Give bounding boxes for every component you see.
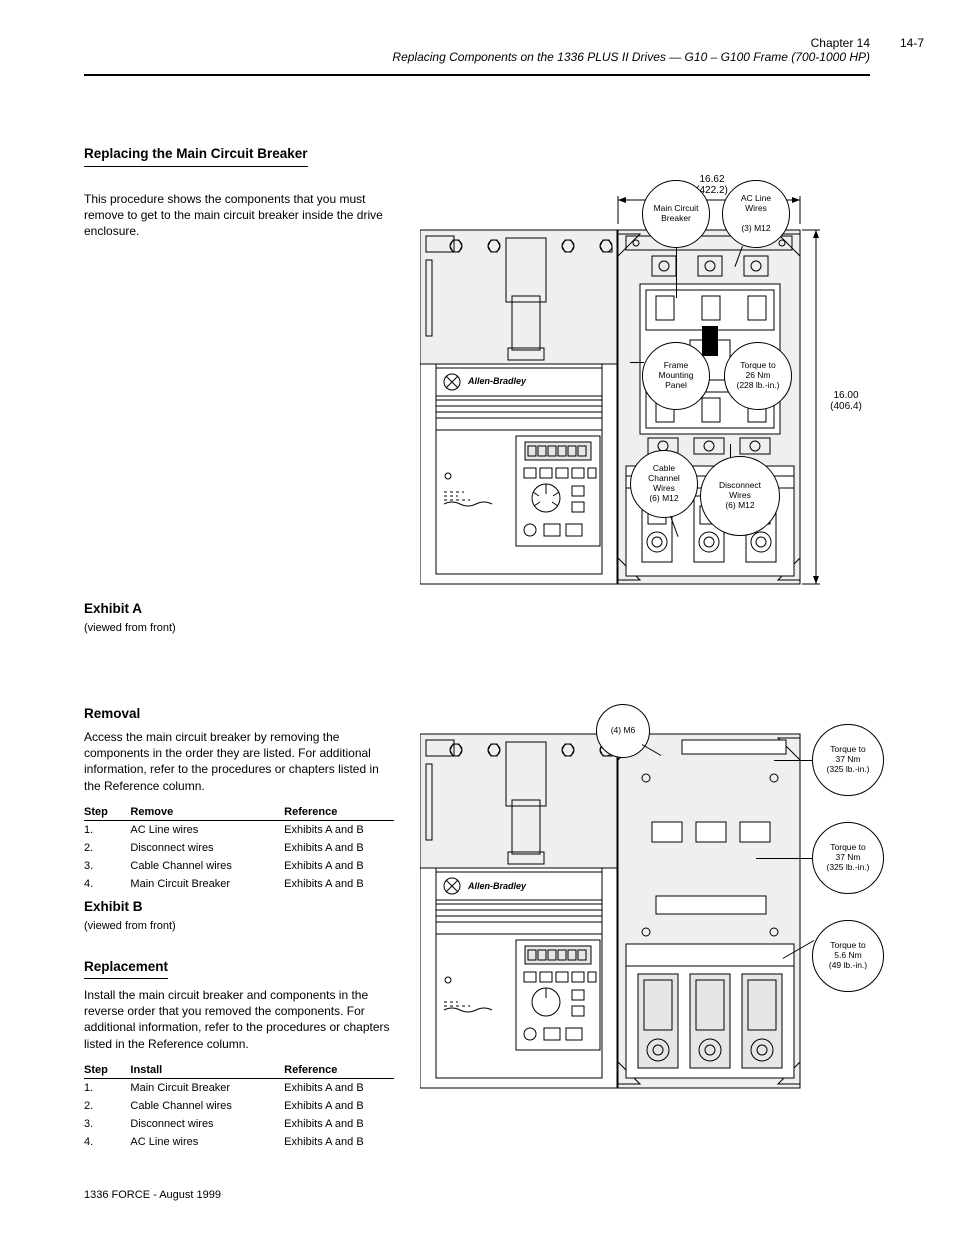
- table-row: 1.Main Circuit BreakerExhibits A and B: [84, 1078, 394, 1097]
- table-header: Reference: [278, 804, 394, 821]
- removal-body: Access the main circuit breaker by remov…: [84, 729, 394, 794]
- device-brand-label-b: Allen-Bradley: [468, 881, 526, 891]
- dim-height: 16.00 (406.4): [820, 390, 872, 412]
- replacement-table: Step Install Reference 1.Main Circuit Br…: [84, 1062, 394, 1151]
- callout-frame-panel: Frame Mounting Panel: [642, 342, 710, 410]
- callout-disconnect: Disconnect Wires (6) M12: [700, 456, 780, 536]
- table-row: 3.Disconnect wiresExhibits A and B: [84, 1115, 394, 1133]
- section-intro: This procedure shows the components that…: [84, 191, 394, 240]
- table-row: 4.Main Circuit BreakerExhibits A and B: [84, 875, 394, 893]
- callout-torque-b2: Torque to 37 Nm (325 lb.-in.): [812, 822, 884, 894]
- table-row: 2.Cable Channel wiresExhibits A and B: [84, 1097, 394, 1115]
- callout-m6: (4) M6: [596, 704, 650, 758]
- callout-main-breaker: Main Circuit Breaker: [642, 180, 710, 248]
- exhibit-b-label: Exhibit B (viewed from front): [84, 898, 394, 934]
- page-header: Chapter 14 Replacing Components on the 1…: [392, 36, 870, 64]
- exhibit-b-figure: Allen-Bradley (4) M6 Torque to 37 Nm (32…: [420, 710, 880, 1130]
- table-header: Step: [84, 1062, 124, 1079]
- table-header: Remove: [124, 804, 278, 821]
- table-row: 4.AC Line wiresExhibits A and B: [84, 1133, 394, 1151]
- callout-torque-b1: Torque to 37 Nm (325 lb.-in.): [812, 724, 884, 796]
- callout-torque-b3: Torque to 5.6 Nm (49 lb.-in.): [812, 920, 884, 992]
- callout-torque: Torque to 26 Nm (228 lb.-in.): [724, 342, 792, 410]
- removal-table: Step Remove Reference 1.AC Line wiresExh…: [84, 804, 394, 893]
- device-brand-label: Allen-Bradley: [468, 376, 526, 386]
- section-title: Replacing the Main Circuit Breaker: [84, 145, 394, 167]
- table-header: Step: [84, 804, 124, 821]
- header-rule: [84, 74, 870, 76]
- page-locator: Chapter 14: [392, 36, 870, 50]
- table-row: 1.AC Line wiresExhibits A and B: [84, 820, 394, 839]
- page-footer: 1336 FORCE - August 1999: [84, 1189, 221, 1201]
- page-number: 14-7: [900, 36, 924, 50]
- left-column: Replacing the Main Circuit Breaker This …: [84, 145, 394, 239]
- table-header: Reference: [278, 1062, 394, 1079]
- exhibit-a-label: Exhibit A (viewed from front): [84, 600, 394, 636]
- table-row: 2.Disconnect wiresExhibits A and B: [84, 839, 394, 857]
- table-header: Install: [124, 1062, 278, 1079]
- section-ref: Replacing Components on the 1336 PLUS II…: [392, 50, 870, 64]
- exhibit-a-figure: Allen-Bradley 16.62 (422.2) 16.00 (406.4…: [420, 176, 820, 636]
- replacement-title: Replacement: [84, 958, 394, 979]
- callout-cable-channel: Cable Channel Wires (6) M12: [630, 450, 698, 518]
- callout-ac-line: AC Line Wires (3) M12: [722, 180, 790, 248]
- replacement-body: Install the main circuit breaker and com…: [84, 987, 394, 1052]
- replacement-block: Replacement Install the main circuit bre…: [84, 958, 394, 1151]
- removal-block: Removal Access the main circuit breaker …: [84, 706, 394, 893]
- table-row: 3.Cable Channel wiresExhibits A and B: [84, 857, 394, 875]
- removal-title: Removal: [84, 706, 394, 721]
